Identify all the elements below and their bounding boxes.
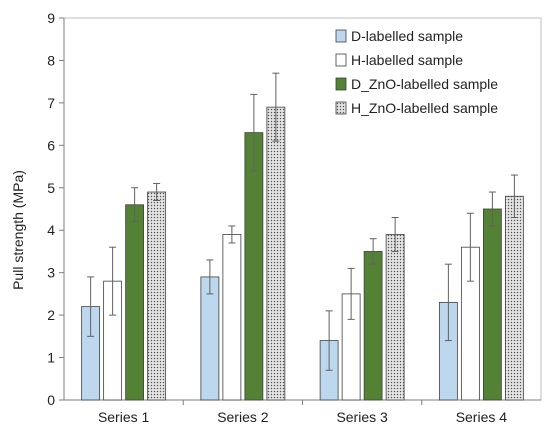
legend-label: H_ZnO-labelled sample bbox=[351, 100, 498, 116]
y-tick-label: 1 bbox=[47, 350, 55, 366]
y-tick-label: 3 bbox=[47, 265, 55, 281]
bar bbox=[504, 195, 524, 401]
y-tick-label: 7 bbox=[47, 95, 55, 111]
bar bbox=[385, 234, 405, 401]
x-tick-label: Series 2 bbox=[217, 409, 269, 425]
y-tick-label: 6 bbox=[47, 137, 55, 153]
y-axis-label: Pull strength (MPa) bbox=[10, 170, 26, 290]
bar bbox=[147, 191, 167, 401]
y-tick-label: 2 bbox=[47, 307, 55, 323]
legend-swatch bbox=[335, 29, 347, 43]
x-tick-label: Series 1 bbox=[98, 409, 150, 425]
bar bbox=[125, 204, 145, 401]
x-tick-label: Series 3 bbox=[336, 409, 388, 425]
legend-label: D-labelled sample bbox=[351, 28, 463, 44]
legend: D-labelled sample H-labelled sample D_ZnO-… bbox=[335, 28, 498, 116]
legend-label: D_ZnO-labelled sample bbox=[351, 76, 498, 92]
y-tick-label: 5 bbox=[47, 180, 55, 196]
bar bbox=[363, 251, 383, 401]
y-tick-label: 4 bbox=[47, 222, 55, 238]
y-tick-label: 0 bbox=[47, 392, 55, 408]
y-tick-label: 9 bbox=[47, 10, 55, 26]
bar bbox=[222, 234, 242, 401]
legend-swatch bbox=[335, 53, 347, 67]
legend-swatch bbox=[335, 77, 347, 91]
x-tick-label: Series 4 bbox=[456, 409, 508, 425]
bar bbox=[482, 208, 502, 401]
y-tick-label: 8 bbox=[47, 52, 55, 68]
bars-group bbox=[81, 72, 524, 401]
bar bbox=[200, 276, 220, 401]
bar bbox=[244, 132, 264, 401]
bar bbox=[266, 106, 286, 401]
legend-label: H-labelled sample bbox=[351, 52, 463, 68]
legend-swatch bbox=[335, 101, 347, 115]
